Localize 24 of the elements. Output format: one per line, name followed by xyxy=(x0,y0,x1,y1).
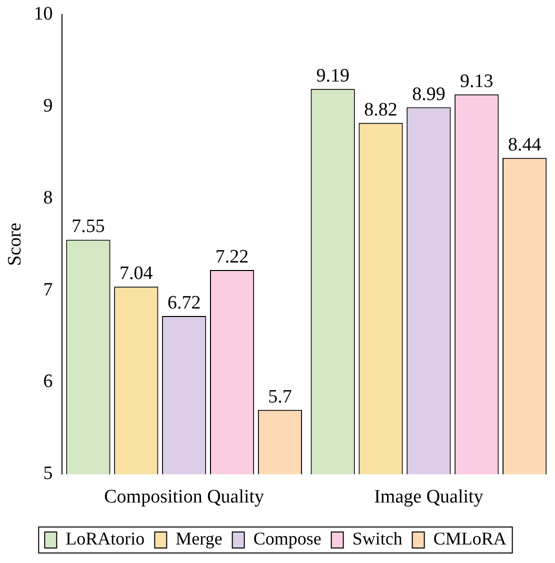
data-label: 7.55 xyxy=(72,216,105,238)
legend-label: CMLoRA xyxy=(433,528,506,549)
data-label: 8.44 xyxy=(508,134,542,156)
legend-label: Merge xyxy=(176,528,222,549)
data-label: 8.82 xyxy=(364,99,398,120)
y-tick-label: 5 xyxy=(43,463,53,484)
y-tick-label: 10 xyxy=(34,3,53,24)
x-tick-label: Image Quality xyxy=(374,486,484,508)
data-label: 8.99 xyxy=(412,84,446,105)
legend-label: LoRAtorio xyxy=(66,528,145,549)
legend-label: Switch xyxy=(352,528,402,549)
y-tick-label: 9 xyxy=(43,95,53,116)
data-label: 9.19 xyxy=(316,65,350,86)
data-label: 9.13 xyxy=(460,70,494,92)
x-tick-label: Composition Quality xyxy=(104,486,265,508)
y-tick-label: 6 xyxy=(43,371,53,392)
data-label: 5.7 xyxy=(268,386,292,408)
data-label: 7.04 xyxy=(120,263,154,284)
y-tick-label: 7 xyxy=(43,279,53,300)
y-tick-label: 8 xyxy=(43,187,53,208)
legend-label: Compose xyxy=(253,528,322,549)
y-axis-title: Score xyxy=(4,222,26,266)
data-label: 7.22 xyxy=(215,246,249,268)
data-label: 6.72 xyxy=(167,292,201,314)
